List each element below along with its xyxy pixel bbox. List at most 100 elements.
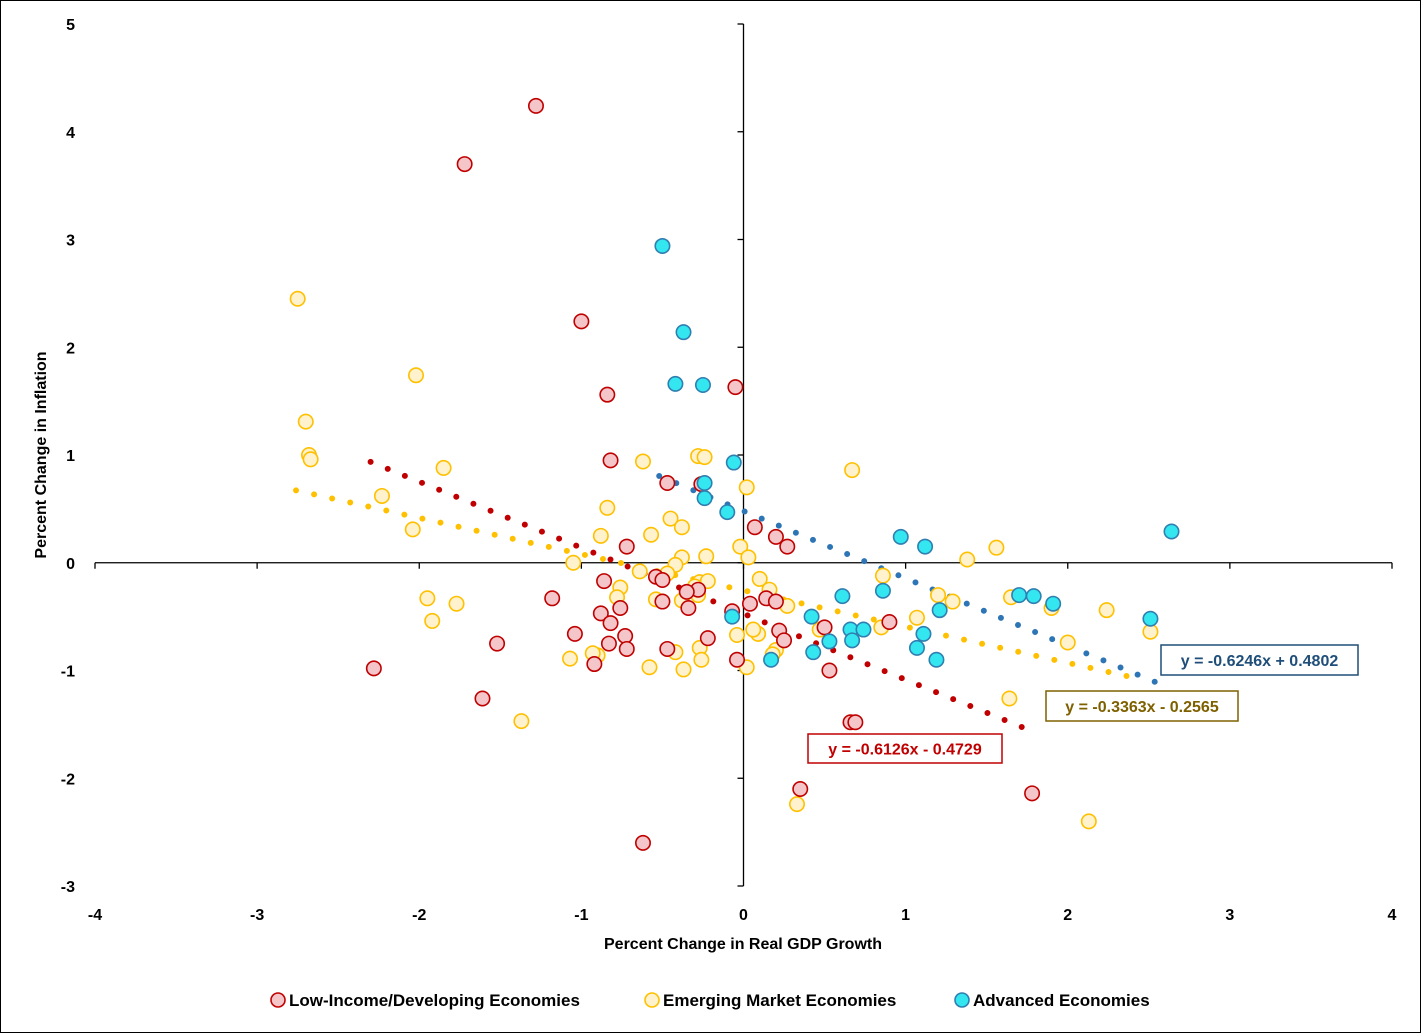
point-series-0 [746, 519, 763, 536]
point-series-0 [365, 660, 382, 677]
point-series-2 [915, 625, 932, 642]
point-series-0 [600, 635, 617, 652]
point-series-1 [289, 290, 306, 307]
point-series-0 [680, 600, 697, 617]
point-series-1 [844, 462, 861, 479]
point-series-0 [596, 573, 613, 590]
point-series-0 [729, 651, 746, 668]
point-series-1 [696, 449, 713, 466]
point-series-1 [1098, 602, 1115, 619]
point-series-0 [654, 571, 671, 588]
point-series-1 [874, 567, 891, 584]
point-series-0 [527, 97, 544, 114]
point-series-2 [724, 608, 741, 625]
y-tick-label: -2 [61, 771, 75, 788]
point-series-0 [544, 590, 561, 607]
legend-label-1: Emerging Market Economies [663, 991, 896, 1010]
point-series-2 [1163, 523, 1180, 540]
point-series-0 [489, 635, 506, 652]
y-tick-label: 3 [66, 233, 75, 250]
point-series-2 [667, 375, 684, 392]
y-tick-label: -1 [61, 664, 75, 681]
point-series-1 [297, 413, 314, 430]
point-series-1 [302, 451, 319, 468]
point-series-0 [881, 614, 898, 631]
point-series-0 [792, 781, 809, 798]
point-series-2 [696, 475, 713, 492]
y-tick-label: 2 [66, 340, 75, 357]
point-series-1 [631, 563, 648, 580]
point-series-1 [592, 527, 609, 544]
point-series-2 [917, 538, 934, 555]
point-series-2 [1025, 588, 1042, 605]
equation-label-2: y = -0.6246x + 0.4802 [1181, 653, 1339, 670]
point-series-0 [659, 475, 676, 492]
x-tick-label: -4 [88, 907, 102, 924]
point-series-1 [562, 650, 579, 667]
y-tick-label: 4 [66, 125, 75, 142]
point-series-0 [741, 595, 758, 612]
point-series-1 [738, 479, 755, 496]
point-series-1 [565, 554, 582, 571]
point-series-1 [513, 713, 530, 730]
x-tick-label: -3 [250, 907, 264, 924]
x-tick-label: 0 [739, 907, 748, 924]
point-series-0 [586, 656, 603, 673]
point-series-1 [729, 626, 746, 643]
point-series-2 [1142, 610, 1159, 627]
equation-box-0 [807, 733, 1003, 764]
point-series-2 [805, 644, 822, 661]
point-series-1 [959, 551, 976, 568]
point-series-0 [727, 379, 744, 396]
point-series-1 [1059, 634, 1076, 651]
point-series-2 [694, 376, 711, 393]
point-series-1 [641, 659, 658, 676]
y-tick-label: -3 [61, 879, 75, 896]
point-series-1 [435, 459, 452, 476]
point-series-1 [740, 549, 757, 566]
point-series-2 [1011, 587, 1028, 604]
y-tick-label: 1 [66, 448, 75, 465]
x-tick-label: 2 [1063, 907, 1072, 924]
equation-box-1 [1045, 690, 1239, 722]
point-series-2 [834, 588, 851, 605]
point-series-1 [789, 796, 806, 813]
point-series-1 [908, 609, 925, 626]
legend-marker-2 [954, 992, 970, 1008]
data-points [289, 97, 1180, 851]
point-series-1 [698, 548, 715, 565]
point-series-0 [767, 528, 784, 545]
point-series-2 [1045, 595, 1062, 612]
point-series-1 [944, 593, 961, 610]
point-series-1 [408, 367, 425, 384]
point-series-0 [678, 583, 695, 600]
point-series-1 [675, 661, 692, 678]
point-series-0 [634, 834, 651, 851]
point-series-0 [767, 593, 784, 610]
point-series-0 [602, 452, 619, 469]
x-tick-label: 3 [1225, 907, 1234, 924]
point-series-1 [673, 519, 690, 536]
equation-box-2 [1160, 644, 1359, 676]
point-series-1 [373, 487, 390, 504]
point-series-2 [821, 633, 838, 650]
point-series-0 [474, 690, 491, 707]
point-series-0 [592, 605, 609, 622]
trendline-equations: y = -0.6126x - 0.4729 y = -0.3363x - 0.25… [807, 644, 1359, 764]
point-series-1 [424, 612, 441, 629]
point-series-0 [566, 625, 583, 642]
point-series-2 [855, 621, 872, 638]
legend-marker-1 [644, 992, 660, 1008]
point-series-1 [419, 590, 436, 607]
point-series-2 [931, 602, 948, 619]
legend: Low-Income/Developing Economies Emerging … [270, 991, 1150, 1010]
point-series-1 [751, 570, 768, 587]
y-tick-label: 5 [66, 17, 75, 34]
point-series-0 [816, 619, 833, 636]
point-series-2 [763, 651, 780, 668]
x-axis-title: Percent Change in Real GDP Growth [604, 936, 882, 953]
point-series-0 [617, 628, 634, 645]
point-series-0 [602, 615, 619, 632]
